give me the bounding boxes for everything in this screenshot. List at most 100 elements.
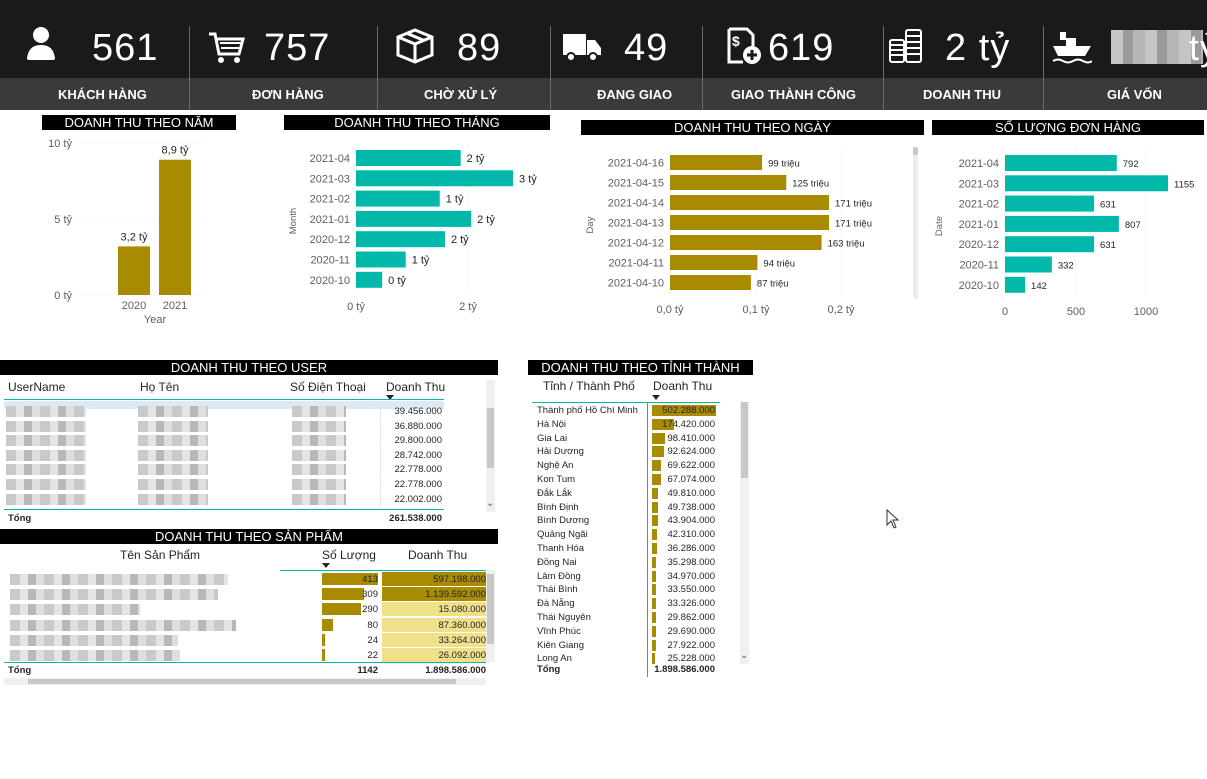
kpi-orders[interactable]: 757 ĐƠN HÀNG [207,0,377,110]
kpi-value: tỷ [1189,27,1207,68]
table-row[interactable]: Thái Nguyên 29.862.000 [532,611,720,624]
table-row[interactable]: Bình Định 49.738.000 [532,501,720,514]
table-row[interactable]: 22.778.000 [0,477,486,491]
table-row[interactable]: Đồng Nai 35.298.000 [532,556,720,569]
table-row[interactable]: Hà Nội 174.420.000 [532,418,720,431]
product-table-hscrollbar[interactable] [4,678,486,685]
table-row[interactable]: Kon Tum 67.074.000 [532,473,720,486]
revenue-cell: 33.550.000 [667,584,715,596]
table-row[interactable]: Thanh Hóa 36.286.000 [532,542,720,555]
revenue-cell: 27.922.000 [667,639,715,651]
col-province-revenue[interactable]: Doanh Thu [653,379,713,393]
revenue-cell: 49.738.000 [667,501,715,513]
data-label: 171 triệu [835,219,872,230]
scroll-down-icon[interactable]: ⌄ [486,498,495,509]
province-name-cell: Vĩnh Phúc [537,625,581,637]
table-row[interactable]: Kiên Giang 27.922.000 [532,639,720,652]
revenue-heat-cell [382,648,486,662]
revenue-bar [652,625,656,637]
y-axis-title: Date [934,216,945,236]
column-divider [380,433,381,448]
bar [356,150,461,166]
table-row[interactable]: 413 597.198.000 [0,572,486,587]
table-row[interactable]: Lâm Đồng 34.970.000 [532,570,720,583]
table-row[interactable]: 290 15.080.000 [0,602,486,617]
table-row[interactable]: 22.778.000 [0,462,486,477]
table-row[interactable]: Nghệ An 69.622.000 [532,459,720,472]
kpi-pending[interactable]: 89 CHỜ XỬ LÝ [395,0,550,110]
sort-desc-icon[interactable] [386,395,394,400]
bar [356,271,383,288]
col-revenue[interactable]: Doanh Thu [386,380,446,394]
blurred-cell [292,493,346,505]
table-row[interactable]: 29.800.000 [0,433,486,448]
table-row[interactable]: Long An 25.228.000 [532,652,720,665]
col-product-name[interactable]: Tên Sản Phẩm [120,548,201,562]
bar [1005,236,1095,253]
table-row[interactable]: 36.880.000 [0,418,486,433]
y-tick-label: 2021-04 [310,153,350,165]
col-fullname[interactable]: Họ Tên [140,380,180,394]
table-row[interactable]: 39.456.000 [0,404,486,418]
data-label: 1 tỷ [412,255,430,267]
product-table-scrollbar[interactable] [486,570,495,662]
kpi-value: 757 [264,27,331,69]
table-row[interactable]: 22 26.092.000 [0,648,486,663]
kpi-shipping[interactable]: 49 ĐANG GIAO [562,0,702,110]
table-row[interactable]: Thành phố Hồ Chí Minh 502.288.000 [532,404,720,417]
table-row[interactable]: Thái Bình 33.550.000 [532,583,720,596]
revenue-cell: 87.360.000 [438,619,486,631]
kpi-revenue[interactable]: 2 tỷ DOANH THU [888,0,1043,110]
col-quantity[interactable]: Số Lượng [322,548,376,562]
row-highlight [4,401,444,409]
table-row[interactable]: Vĩnh Phúc 29.690.000 [532,625,720,638]
blurred-cell [292,435,346,447]
table-row[interactable]: 28.742.000 [0,447,486,462]
col-province[interactable]: Tỉnh / Thành Phố [543,379,635,393]
kpi-customers[interactable]: 561 KHÁCH HÀNG [26,0,186,110]
total-quantity: 1142 [357,665,378,676]
quantity-bar [322,603,362,616]
revenue-cell: 28.742.000 [394,449,442,461]
y-tick-label: 2021-04-14 [608,198,664,210]
revenue-bar [652,612,656,623]
table-row[interactable]: 22.002.000 [0,491,486,506]
table-row[interactable]: 24 33.264.000 [0,632,486,648]
user-table-scrollbar[interactable] [486,380,495,512]
bar [1005,155,1117,171]
kpi-delivered[interactable]: $ 619 GIAO THÀNH CÔNG [723,0,883,110]
revenue-cell: 67.074.000 [667,474,715,485]
x-tick-label: 0,0 tỷ [657,304,684,316]
col-phone[interactable]: Số Điện Thoại [290,380,366,394]
table-row[interactable]: Hải Dương 92.624.000 [532,445,720,458]
x-tick-label: 2021 [163,300,187,312]
table-row[interactable]: Đắk Lắk 49.810.000 [532,487,720,500]
y-tick-label: 2020-10 [959,280,999,292]
blurred-cell [10,619,236,631]
blurred-cell [6,449,86,461]
kpi-cost[interactable]: tỷ GIÁ VỐN [1052,0,1207,110]
sort-desc-icon[interactable] [322,563,330,568]
revenue-cell: 25.228.000 [667,653,715,665]
bar [1005,195,1095,212]
table-row[interactable]: Đà Nẵng 33.326.000 [532,597,720,610]
col-username[interactable]: UserName [8,380,66,394]
table-row[interactable]: 80 87.360.000 [0,617,486,633]
y-tick-label: 2021-03 [310,173,350,185]
revenue-bar [652,598,657,610]
blurred-cell [292,449,346,461]
table-row[interactable]: 309 1.139.592.000 [0,587,486,602]
province-table-scrollbar[interactable] [740,402,749,664]
table-row[interactable]: Quảng Ngãi 42.310.000 [532,528,720,541]
sort-desc-icon[interactable] [652,395,660,400]
kpi-value: 2 tỷ [945,27,1011,69]
province-name-cell: Đồng Nai [537,556,577,568]
bar [670,255,758,270]
x-tick-label: 0 [1002,306,1008,318]
col-product-revenue[interactable]: Doanh Thu [408,548,468,562]
scroll-down-icon[interactable]: ⌄ [740,650,749,661]
table-row[interactable]: Bình Dương 43.904.000 [532,514,720,527]
kpi-value: 561 [92,27,159,69]
table-row[interactable]: Gia Lai 98.410.000 [532,432,720,445]
revenue-bar [652,570,657,582]
